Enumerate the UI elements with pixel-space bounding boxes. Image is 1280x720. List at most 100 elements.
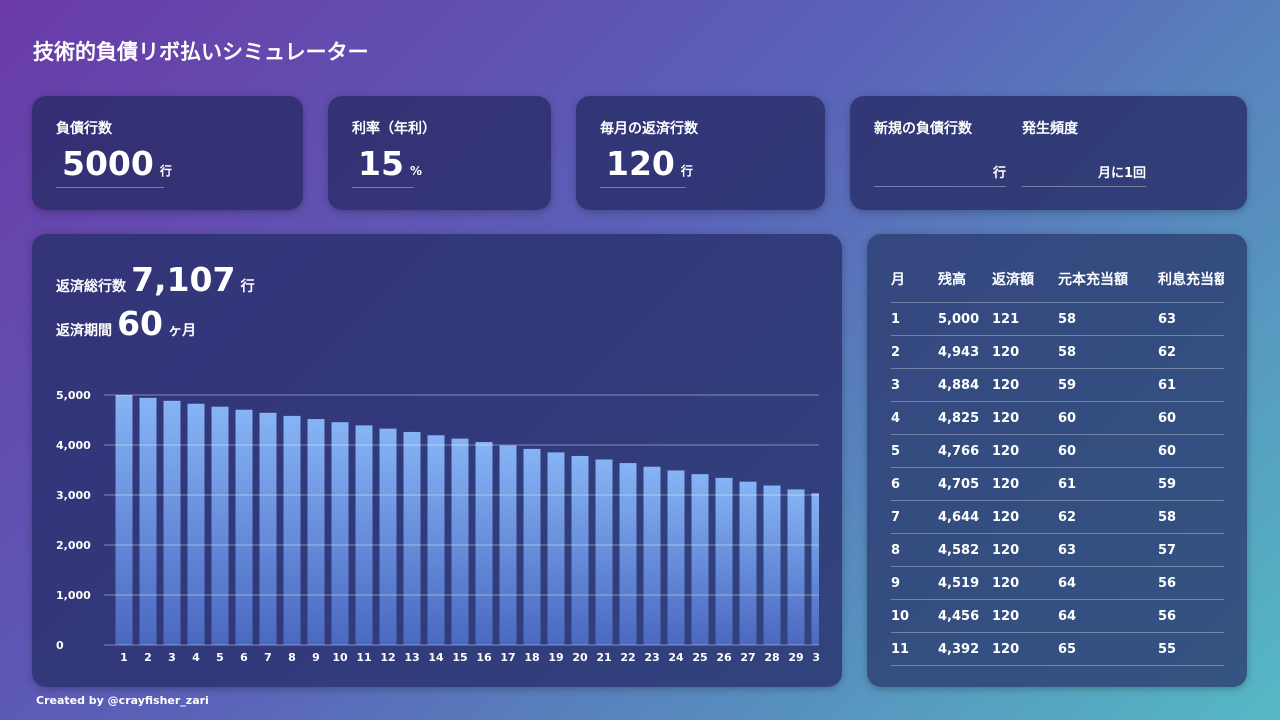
input-field[interactable]: 5000 行 (56, 144, 172, 188)
summary-value: 7,107 (131, 260, 236, 299)
bar (235, 409, 253, 645)
x-tick-label: 11 (356, 651, 371, 664)
x-tick-label: 9 (312, 651, 320, 664)
bar (691, 474, 709, 645)
column-header: 元本充当額 (1058, 256, 1158, 303)
bar (667, 470, 685, 645)
table-panel: 月残高 返済額 元本充当額 利息充当額 1 5,000 121 58 63 2 4,943 120 58… (867, 234, 1247, 687)
x-tick-label: 12 (380, 651, 395, 664)
credit: Created by @crayfisher_zari (36, 694, 209, 707)
table-cell: 4,943 (938, 335, 992, 369)
input-field[interactable]: 月に1回 (1022, 162, 1146, 187)
input-card: 毎月の返済行数 120 行 (576, 96, 825, 210)
column-header: 返済額 (992, 256, 1058, 303)
x-tick-label: 25 (692, 651, 707, 664)
table-cell: 5,000 (938, 302, 992, 336)
bar (403, 431, 421, 645)
input-field[interactable]: 行 (874, 162, 1006, 187)
table-cell: 64 (1058, 599, 1158, 633)
input-label: 発生頻度 (1022, 121, 1078, 137)
x-tick-label: 29 (788, 651, 803, 664)
table-cell: 59 (1158, 467, 1224, 501)
table-row: 6 4,705 120 61 59 (891, 467, 1224, 501)
table-cell: 62 (1058, 500, 1158, 534)
x-tick-label: 15 (452, 651, 467, 664)
table-row: 4 4,825 120 60 60 (891, 401, 1224, 435)
table-row: 3 4,884 120 59 61 (891, 368, 1224, 402)
bar (331, 422, 349, 645)
table-cell: 61 (1158, 368, 1224, 402)
table-cell: 7 (891, 500, 938, 534)
column-header: 月 (891, 256, 938, 303)
bar (595, 459, 613, 645)
table-cell: 58 (1158, 500, 1224, 534)
input-label: 新規の負債行数 (874, 121, 972, 137)
summary-period: 返済期間 60 ヶ月 (56, 304, 196, 343)
table: 月残高 返済額 元本充当額 利息充当額 1 5,000 121 58 63 2 4,943 120 58… (891, 256, 1224, 666)
bar (211, 406, 229, 645)
input-field[interactable]: 15% (352, 144, 422, 188)
column-header: 残高 (938, 256, 992, 303)
x-tick-label: 10 (332, 651, 348, 664)
table-cell: 60 (1158, 401, 1224, 435)
x-tick-label: 7 (264, 651, 272, 664)
table-row: 10 4,456 120 64 56 (891, 599, 1224, 633)
table-cell: 57 (1158, 533, 1224, 567)
bar (619, 463, 637, 645)
x-tick-label: 8 (288, 651, 296, 664)
table-cell: 120 (992, 335, 1058, 369)
table-cell: 4 (891, 401, 938, 435)
table-cell: 120 (992, 599, 1058, 633)
table-cell: 60 (1158, 434, 1224, 468)
bar (523, 448, 541, 645)
input-label: 利率（年利） (352, 121, 436, 137)
table-cell: 10 (891, 599, 938, 633)
table-cell: 4,825 (938, 401, 992, 435)
y-tick-label: 0 (56, 639, 64, 652)
input-unit: % (409, 164, 422, 178)
table-cell: 4,884 (938, 368, 992, 402)
bar (187, 403, 205, 645)
x-tick-label: 5 (216, 651, 224, 664)
x-tick-label: 19 (548, 651, 563, 664)
table-row: 2 4,943 120 58 62 (891, 335, 1224, 369)
input-value: 5000 (62, 144, 154, 183)
x-tick-label: 18 (524, 651, 539, 664)
table-cell: 55 (1158, 632, 1224, 666)
bar (451, 438, 469, 645)
table-cell: 58 (1058, 302, 1158, 336)
x-tick-label: 13 (404, 651, 419, 664)
table-cell: 120 (992, 632, 1058, 666)
input-unit: 行 (159, 164, 172, 178)
y-tick-label: 1,000 (56, 589, 91, 602)
table-cell: 60 (1058, 401, 1158, 435)
summary-value: 60 (117, 304, 164, 343)
summary-total: 返済総行数 7,107 行 (56, 260, 255, 299)
table-cell: 4,705 (938, 467, 992, 501)
table-cell: 8 (891, 533, 938, 567)
y-tick-label: 4,000 (56, 439, 91, 452)
y-tick-label: 3,000 (56, 489, 91, 502)
column-header: 利息充当額 (1158, 256, 1224, 303)
table-cell: 64 (1058, 566, 1158, 600)
y-tick-label: 2,000 (56, 539, 91, 552)
x-tick-label: 23 (644, 651, 659, 664)
table-cell: 120 (992, 500, 1058, 534)
x-tick-label: 3 (168, 651, 176, 664)
table-cell: 4,582 (938, 533, 992, 567)
x-tick-label: 6 (240, 651, 248, 664)
table-row: 7 4,644 120 62 58 (891, 500, 1224, 534)
bar (571, 455, 589, 645)
input-field[interactable]: 120 行 (600, 144, 693, 188)
bar (499, 445, 517, 645)
table-cell: 1 (891, 302, 938, 336)
bar (355, 425, 373, 645)
table-cell: 58 (1058, 335, 1158, 369)
summary-unit: ヶ月 (168, 323, 197, 339)
x-tick-label: 30 (812, 651, 828, 664)
bar (307, 419, 325, 645)
table-cell: 5 (891, 434, 938, 468)
table-cell: 121 (992, 302, 1058, 336)
table-cell: 6 (891, 467, 938, 501)
